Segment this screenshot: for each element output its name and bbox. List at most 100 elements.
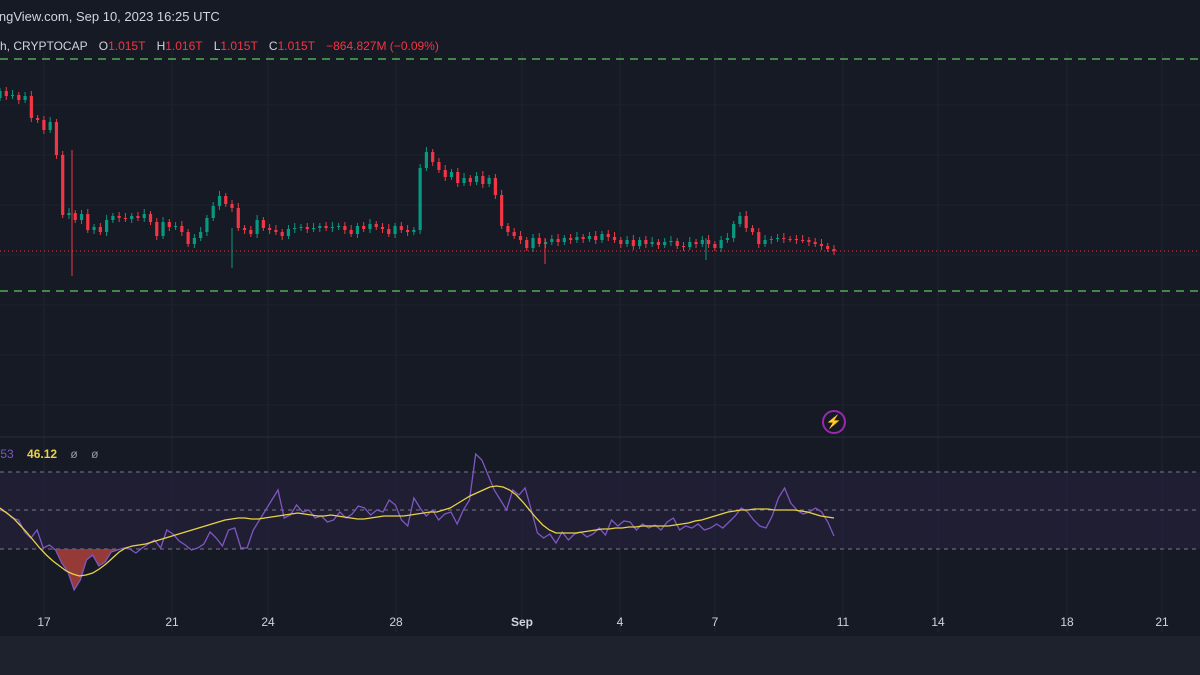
x-tick-label: 7 <box>711 615 719 629</box>
price-chart[interactable] <box>0 0 1200 636</box>
candle-body <box>186 232 190 244</box>
candle-body <box>180 226 184 232</box>
candle-body <box>374 224 378 227</box>
candle-body <box>280 232 284 236</box>
candle-body <box>763 240 767 244</box>
candle-body <box>449 172 454 177</box>
x-tick-label: 21 <box>1155 615 1169 629</box>
candle-body <box>61 155 65 215</box>
candle-body <box>587 236 592 239</box>
candle-body <box>36 118 40 120</box>
candle-body <box>0 91 2 98</box>
candle-body <box>54 122 59 155</box>
candle-body <box>199 232 203 238</box>
candle-body <box>481 176 485 184</box>
candle-body <box>324 226 328 228</box>
candle-body <box>744 216 748 228</box>
candle-body <box>349 230 353 234</box>
candle-body <box>343 226 347 230</box>
candle-body <box>493 178 497 195</box>
candle-body <box>713 244 717 248</box>
lightning-bolt-icon[interactable]: ⚡ <box>822 410 846 434</box>
candle-body <box>663 242 667 245</box>
candle-body <box>813 242 817 244</box>
rsi-ma-line <box>0 485 835 577</box>
candle-body <box>757 232 761 244</box>
candle-body <box>305 227 309 229</box>
high-value: 1.016T <box>165 39 203 53</box>
candle-body <box>242 228 247 230</box>
candle-body <box>443 170 447 177</box>
candle-body <box>562 238 566 242</box>
candle-body <box>794 239 798 240</box>
candle-body <box>518 236 523 240</box>
candle-body <box>525 240 529 248</box>
rsi-line <box>0 452 835 592</box>
candle-body <box>581 237 585 239</box>
candle-body <box>42 120 46 130</box>
candle-body <box>412 230 416 232</box>
candle-body <box>719 240 723 248</box>
candle-body <box>205 218 209 232</box>
change-value: −864.827M (−0.09%) <box>326 39 439 53</box>
candle-body <box>261 220 265 228</box>
candle-body <box>782 238 786 239</box>
x-tick-label: 14 <box>931 615 945 629</box>
candle-body <box>801 240 805 241</box>
candle-body <box>148 214 153 222</box>
candle-body <box>167 222 171 227</box>
candle-body <box>136 216 140 218</box>
x-tick-label: 11 <box>836 615 850 629</box>
candle-body <box>274 230 278 232</box>
candle-body <box>725 238 729 240</box>
rsi-extra-2: ø <box>91 447 99 461</box>
candle-body <box>500 195 504 226</box>
candle-body <box>625 240 629 244</box>
candle-body <box>819 244 824 246</box>
candle-body <box>769 239 773 240</box>
candle-body <box>192 238 196 244</box>
candle-body <box>217 196 222 206</box>
candle-body <box>631 240 635 246</box>
candle-body <box>543 242 548 244</box>
candle-body <box>236 208 240 228</box>
candle-body <box>330 227 334 228</box>
candle-body <box>380 227 385 229</box>
candle-body <box>606 234 610 237</box>
candle-body <box>105 220 109 232</box>
candle-body <box>211 206 215 218</box>
x-tick-label: Sep <box>510 615 534 629</box>
candle-body <box>405 230 410 232</box>
candle-body <box>706 240 711 244</box>
candle-body <box>775 238 780 239</box>
candle-body <box>123 218 128 219</box>
rsi-legend: .53 46.12 ø ø <box>0 447 98 461</box>
candle-body <box>130 216 134 219</box>
rsi-value: .53 <box>0 447 14 461</box>
candle-body <box>556 239 560 242</box>
x-tick-label: 18 <box>1060 615 1074 629</box>
candle-body <box>268 228 272 230</box>
candle-body <box>117 216 121 218</box>
candle-body <box>431 152 435 162</box>
symbol-label[interactable]: h, CRYPTOCAP <box>0 39 88 53</box>
low-label: L <box>213 39 221 53</box>
candle-body <box>224 196 228 204</box>
candle-body <box>86 214 90 230</box>
candle-body <box>612 237 617 240</box>
open-value: 1.015T <box>108 39 146 53</box>
candle-body <box>694 242 698 244</box>
candle-body <box>537 238 541 244</box>
candle-body <box>826 246 830 249</box>
candle-body <box>437 162 441 170</box>
candle-body <box>293 228 297 229</box>
candle-body <box>575 237 579 240</box>
candle-body <box>750 228 755 232</box>
candle-body <box>669 241 673 242</box>
candle-body <box>638 240 642 246</box>
rsi-extra-1: ø <box>70 447 78 461</box>
x-tick-label: 21 <box>165 615 179 629</box>
candle-body <box>29 96 33 118</box>
candle-body <box>48 122 52 130</box>
candle-body <box>700 240 704 244</box>
